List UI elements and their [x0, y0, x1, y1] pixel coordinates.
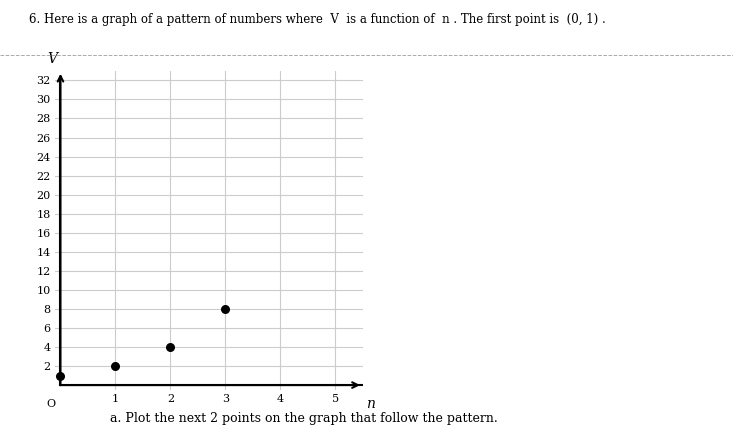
Text: n: n — [366, 396, 375, 411]
Point — [164, 343, 176, 350]
Text: O: O — [46, 399, 55, 409]
Point — [220, 305, 232, 312]
Text: V: V — [47, 52, 57, 66]
Point — [110, 362, 122, 369]
Point — [55, 372, 66, 379]
Text: 6. Here is a graph of a pattern of numbers where  V  is a function of  n . The f: 6. Here is a graph of a pattern of numbe… — [29, 13, 606, 26]
Text: a. Plot the next 2 points on the graph that follow the pattern.: a. Plot the next 2 points on the graph t… — [110, 412, 498, 425]
